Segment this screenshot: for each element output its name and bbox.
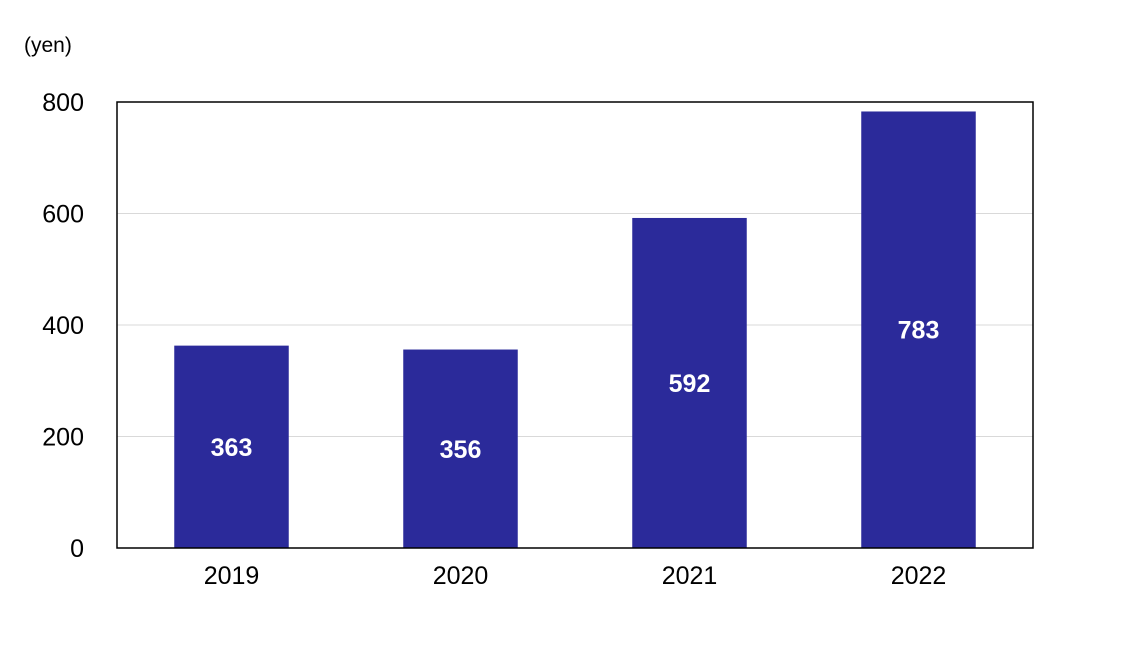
y-axis-unit-label: (yen) [24,34,72,57]
data-label-2022: 783 [898,317,940,345]
bar-2020 [403,349,518,548]
y-tick-label: 0 [70,535,84,563]
bar-2022 [861,111,976,548]
x-tick-label: 2019 [204,562,260,590]
data-label-2020: 356 [440,436,482,464]
y-axis-tick-labels: 0 200 400 600 800 [42,89,84,563]
bar-2019 [174,345,289,548]
y-tick-label: 800 [42,89,84,117]
y-tick-label: 400 [42,312,84,340]
y-tick-label: 200 [42,424,84,452]
bar-2021 [632,217,747,548]
x-tick-label: 2021 [662,562,718,590]
plot-area-frame [116,101,1034,549]
data-label-2019: 363 [211,434,253,462]
y-tick-label: 600 [42,201,84,229]
x-axis-tick-labels: 2019 2020 2021 2022 [204,562,947,590]
data-label-2021: 592 [669,370,711,398]
x-tick-label: 2022 [891,562,947,590]
bars: 363 356 592 783 [174,111,976,548]
x-tick-label: 2020 [433,562,489,590]
